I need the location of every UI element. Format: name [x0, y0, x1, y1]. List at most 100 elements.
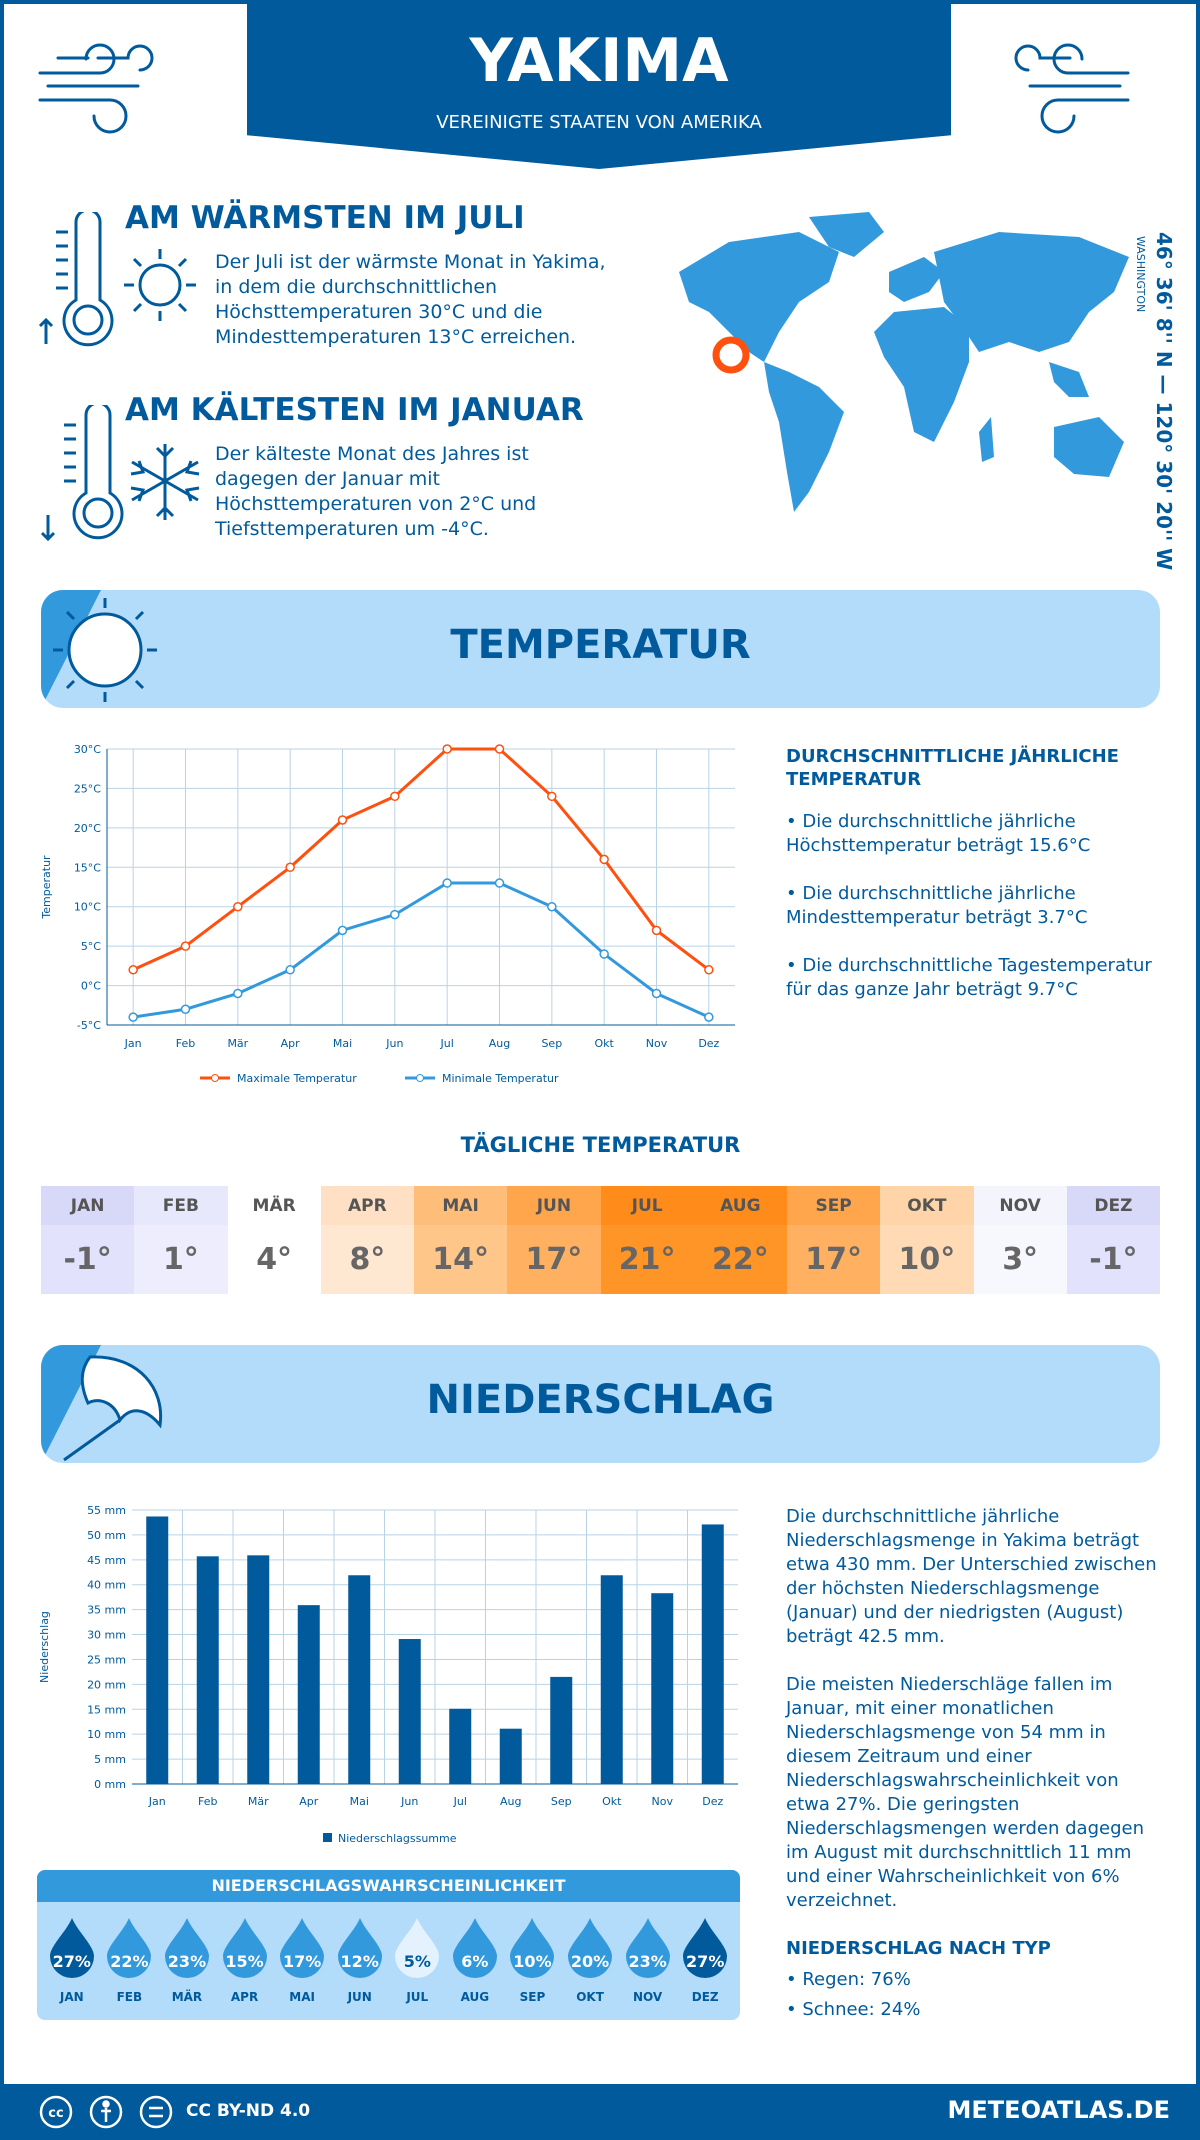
- umbrella-icon: [63, 1355, 163, 1462]
- precip-type-rain: • Regen: 76%: [786, 1969, 911, 1990]
- y-tick-label: 35 mm: [87, 1604, 126, 1617]
- snowflake-icon: [130, 444, 200, 520]
- city-title: YAKIMA: [469, 26, 729, 96]
- data-point: [285, 862, 295, 873]
- warmest-text: Der Juli ist der wärmste Monat in Yakima…: [215, 251, 606, 348]
- probability-month: MAI: [289, 1990, 315, 2004]
- y-tick-label: 0 mm: [94, 1778, 126, 1791]
- x-tick-label: Jun: [385, 1037, 403, 1050]
- data-point: [233, 988, 243, 999]
- title-banner: [247, 0, 951, 169]
- data-point: [128, 1012, 138, 1022]
- probability-value: 15%: [225, 1952, 264, 1971]
- precip-bar: [550, 1676, 573, 1784]
- x-tick-label: Nov: [652, 1795, 674, 1808]
- thermometer-up-icon: [38, 212, 114, 347]
- x-tick-label: Feb: [176, 1037, 195, 1050]
- daily-month-header: FEB: [134, 1186, 228, 1225]
- raindrop-icon: [49, 1918, 94, 1978]
- series-line: [132, 881, 710, 1019]
- daily-month-value: 17°: [787, 1225, 881, 1294]
- probability-drop: 22% FEB: [101, 1902, 159, 2010]
- license-text: CC BY-ND 4.0: [186, 2101, 311, 2121]
- legend-label: Minimale Temperatur: [442, 1072, 559, 1085]
- location-marker: [712, 336, 750, 374]
- y-tick-label: 15°C: [74, 861, 101, 874]
- person-icon: [89, 2095, 123, 2129]
- probability-month: NOV: [633, 1990, 663, 2004]
- probability-value: 23%: [628, 1952, 667, 1971]
- data-point: [599, 949, 609, 959]
- daily-month-header: JAN: [41, 1186, 135, 1225]
- data-point: [337, 815, 348, 825]
- probability-month: MÄR: [171, 1990, 203, 2004]
- x-tick-label: Jan: [124, 1037, 142, 1050]
- x-tick-label: Sep: [541, 1037, 562, 1050]
- x-tick-label: Feb: [198, 1795, 217, 1808]
- bullet-max: • Die durchschnittliche jährliche Höchst…: [786, 811, 1091, 856]
- precip-bar: [398, 1639, 421, 1784]
- daily-month-value: 4°: [227, 1225, 321, 1294]
- annual-temp-bullets: • Die durchschnittliche jährliche Höchst…: [786, 810, 1166, 1002]
- raindrop-icon: [222, 1918, 267, 1978]
- probability-drop: 5% JUL: [388, 1902, 446, 2010]
- precip-paragraph: Die durchschnittliche jährliche Niedersc…: [786, 1506, 1157, 1647]
- legend-swatch: [323, 1833, 332, 1842]
- probability-drop: 15% APR: [216, 1902, 274, 2010]
- precip-bar: [499, 1728, 522, 1784]
- x-tick-label: Mär: [248, 1795, 269, 1808]
- data-point: [494, 744, 505, 754]
- data-point: [442, 878, 452, 888]
- precipitation-banner: [41, 1345, 1160, 1463]
- data-point: [599, 854, 609, 865]
- legend-label: Maximale Temperatur: [237, 1072, 357, 1085]
- world-map: [679, 212, 1129, 512]
- coldest-text: Der kälteste Monat des Jahres ist dagege…: [215, 443, 537, 540]
- y-tick-label: 30 mm: [87, 1629, 126, 1642]
- y-tick-label: 20°C: [74, 822, 101, 835]
- raindrop-icon: [510, 1918, 555, 1978]
- x-tick-label: Sep: [551, 1795, 572, 1808]
- daily-month-value: -1°: [1066, 1225, 1160, 1294]
- probability-month: OKT: [576, 1990, 604, 2004]
- probability-month: JAN: [59, 1990, 84, 2004]
- data-point: [285, 965, 295, 975]
- temperature-chart: -5°C 0°C 5°C 10°C 15°C 20°C 25°C 30°C Jan Feb Mär A…: [40, 743, 735, 1085]
- daily-month-header: MÄR: [227, 1186, 321, 1225]
- daily-month-value: 8°: [320, 1225, 414, 1294]
- precip-bar: [701, 1524, 724, 1784]
- site-link[interactable]: METEOATLAS.DE: [947, 2096, 1170, 2124]
- y-tick-label: 45 mm: [87, 1554, 126, 1567]
- probability-month: FEB: [116, 1990, 143, 2004]
- y-tick-label: 50 mm: [87, 1529, 126, 1542]
- warmest-title: AM WÄRMSTEN IM JULI: [125, 200, 525, 236]
- legend-label: Niederschlagssumme: [338, 1832, 457, 1845]
- data-point: [651, 925, 662, 936]
- daily-month-header: OKT: [880, 1186, 974, 1225]
- x-tick-label: Apr: [281, 1037, 301, 1050]
- daily-temp-title: TÄGLICHE TEMPERATUR: [460, 1133, 741, 1157]
- daily-month-header: MAI: [414, 1186, 508, 1225]
- data-point: [704, 965, 714, 975]
- probability-month: APR: [230, 1990, 259, 2004]
- data-point: [442, 744, 452, 754]
- daily-month-value: -1°: [41, 1225, 135, 1294]
- x-tick-label: Apr: [299, 1795, 319, 1808]
- license-icons: cc: [39, 2095, 173, 2129]
- precip-probability-panel: NIEDERSCHLAGSWAHRSCHEINLICHKEIT 27% JAN …: [37, 1870, 740, 2020]
- precip-paragraph: Die meisten Niederschläge fallen im Janu…: [786, 1674, 1144, 1911]
- daily-month-value: 22°: [693, 1225, 787, 1294]
- y-axis-label: Niederschlag: [38, 1611, 51, 1683]
- probability-value: 12%: [340, 1952, 379, 1971]
- wind-icon: [1014, 43, 1130, 134]
- temperature-title: TEMPERATUR: [450, 622, 751, 668]
- precip-bar: [600, 1575, 623, 1784]
- data-point: [704, 1012, 714, 1022]
- precip-bar: [449, 1708, 472, 1784]
- probability-value: 20%: [570, 1952, 610, 1971]
- temperature-banner: [41, 590, 1160, 708]
- bullet-avg: • Die durchschnittliche Tagestemperatur …: [786, 955, 1152, 1000]
- data-point: [233, 901, 243, 912]
- y-tick-label: 20 mm: [87, 1678, 126, 1691]
- probability-drop: 6% AUG: [446, 1902, 504, 2010]
